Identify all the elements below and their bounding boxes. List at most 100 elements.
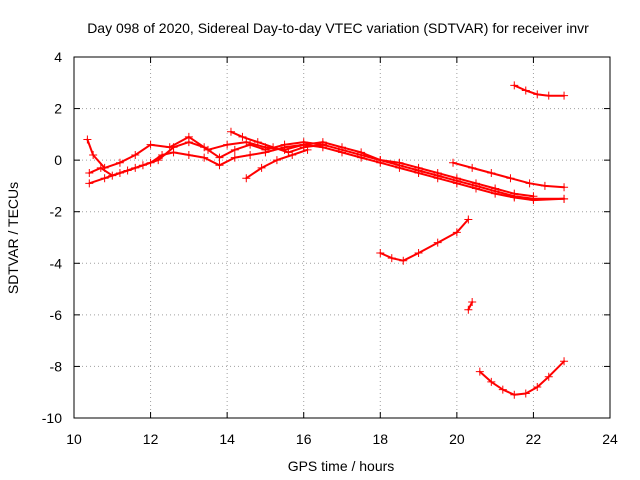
data-point [464,305,473,314]
data-point [468,163,477,172]
data-point [215,153,224,162]
data-point [318,140,327,149]
data-point [269,143,278,152]
series-track-g [510,81,569,100]
y-tick-label: -6 [50,307,63,323]
data-point [449,158,458,167]
x-tick-label: 20 [449,431,465,447]
data-point [399,256,408,265]
y-tick-label: 2 [54,101,62,117]
data-point [560,357,569,366]
data-point [261,145,270,154]
y-axis-label: SDTVAR / TECUs [5,182,21,294]
data-point [468,297,477,306]
series-line [478,360,566,396]
data-point [108,171,117,180]
series-track-d [226,127,327,157]
data-point [387,254,396,263]
data-point [238,132,247,141]
y-tick-label: -8 [50,358,63,374]
data-point [146,140,155,149]
data-point [85,169,94,178]
data-point [498,385,507,394]
series-track-e [242,145,312,183]
data-point [475,367,484,376]
data-point [303,145,312,154]
data-point [338,145,346,154]
x-tick-label: 24 [602,431,618,447]
data-point [85,179,94,188]
data-point [376,156,385,165]
data-point [506,174,515,183]
y-tick-label: -10 [42,410,62,426]
data-point [215,161,224,170]
data-point [452,228,461,237]
x-axis-label: GPS time / hours [288,458,395,474]
data-point [288,150,297,159]
y-tick-label: 0 [54,152,62,168]
data-point [138,161,147,170]
series-track-f [449,158,569,192]
data-point [414,248,423,257]
data-point [452,174,461,183]
chart-title: Day 098 of 2020, Sidereal Day-to-day VTE… [87,20,589,36]
series-track-b [85,140,569,205]
data-point [154,156,163,165]
data-point [544,91,553,100]
data-point [529,192,538,201]
grid [74,57,610,418]
data-point [100,174,109,183]
data-point [83,135,92,144]
data-point [226,127,235,136]
data-point [246,140,255,149]
data-point [521,389,530,398]
data-series [83,81,569,399]
data-point [521,86,530,95]
data-point [491,184,500,193]
data-point [257,163,266,172]
data-point [560,183,569,192]
plot-frame [73,56,611,419]
data-point [544,372,553,381]
x-tick-label: 10 [66,431,82,447]
data-point [123,166,132,175]
data-point [280,140,289,149]
data-point [414,163,423,172]
series-track-j [475,357,569,399]
data-point [200,143,209,152]
data-point [272,156,281,165]
data-point [242,174,251,183]
data-point [525,179,534,188]
data-point [230,145,239,154]
data-point [487,377,496,386]
series-track-c [85,138,538,201]
data-point [200,153,209,162]
data-point [96,163,105,172]
y-tick-label: -2 [50,204,63,220]
data-point [510,390,519,399]
data-point [246,150,255,159]
data-point [533,90,542,99]
data-point [115,158,124,167]
data-point [540,181,549,190]
data-point [184,138,193,147]
series-track-h [376,215,473,265]
x-tick-label: 18 [372,431,388,447]
data-point [376,248,385,257]
series-track-i [464,297,477,314]
data-point [184,150,193,159]
series-line [88,143,566,202]
data-point [230,153,239,162]
data-point [472,179,480,188]
x-tick-label: 22 [526,431,542,447]
data-point [131,150,140,159]
data-point [357,150,366,159]
x-tick-label: 12 [143,431,159,447]
data-point [89,150,98,159]
y-tick-label: 4 [54,49,62,65]
series-line [379,218,470,262]
series-line [467,301,474,311]
data-point [510,189,519,198]
